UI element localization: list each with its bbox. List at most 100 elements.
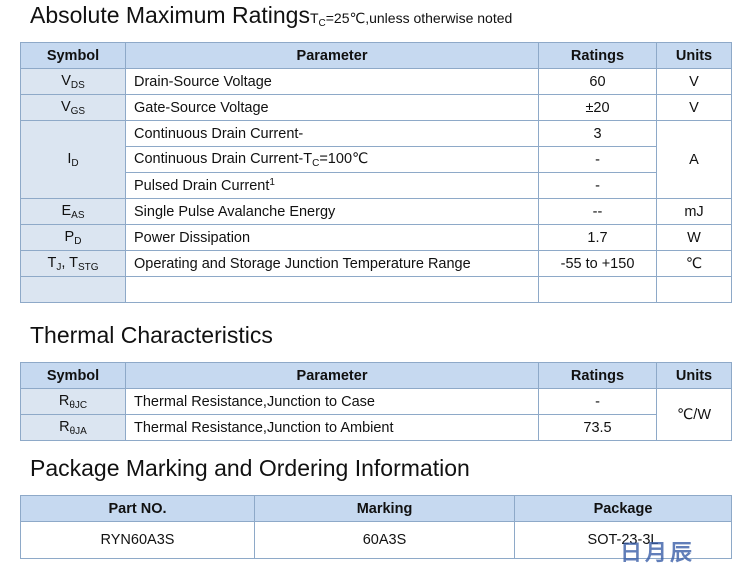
row: Pulsed Drain Current1 - — [21, 172, 732, 199]
parameter: Gate-Source Voltage — [125, 94, 539, 121]
rating: - — [538, 146, 657, 173]
symbol-main: I — [67, 150, 72, 167]
header-row: Symbol Parameter Ratings Units — [20, 42, 732, 69]
header-cell: Symbol — [20, 362, 126, 389]
empty-cell — [20, 276, 126, 303]
rating: - — [538, 388, 657, 415]
parameter: Single Pulse Avalanche Energy — [125, 198, 539, 225]
symbol-main: V — [61, 72, 71, 89]
unit: V — [656, 94, 732, 121]
symbol-main: T — [47, 254, 57, 271]
watermark: 日月辰 — [620, 540, 696, 565]
row: RθJC Thermal Resistance,Junction to Case… — [20, 388, 732, 441]
parameter-text: Pulsed Drain Current — [134, 178, 270, 194]
package-table: Part NO. Marking Package RYN60A3S 60A3S … — [20, 495, 732, 559]
rating: 73.5 — [538, 414, 657, 441]
symbol: RθJA — [20, 414, 126, 441]
parameter: Operating and Storage Junction Temperatu… — [125, 250, 539, 277]
empty-cell — [538, 276, 657, 303]
parameter: Power Dissipation — [125, 224, 539, 251]
symbol-sub: D — [74, 235, 82, 247]
unit: V — [656, 68, 732, 95]
marking: 60A3S — [254, 521, 515, 559]
symbol-sub: GS — [70, 105, 86, 117]
parameter: Pulsed Drain Current1 — [125, 172, 539, 199]
rating: -55 to +150 — [538, 250, 657, 277]
header-cell: Marking — [254, 495, 515, 522]
rating: - — [538, 172, 657, 199]
header-cell: Package — [514, 495, 732, 522]
header-cell: Parameter — [125, 362, 539, 389]
rating: 60 — [538, 68, 657, 95]
symbol: RθJC — [20, 388, 126, 415]
unit: ℃ — [656, 250, 732, 277]
symbol: VDS — [20, 68, 126, 95]
header-cell: Units — [656, 42, 732, 69]
symbol: TJ, TSTG — [20, 250, 126, 277]
condition-text: T — [309, 10, 319, 26]
parameter-sub: C — [312, 157, 320, 169]
symbol: VGS — [20, 94, 126, 121]
symbol-sub: DS — [70, 79, 85, 91]
symbol-sub: θJC — [69, 399, 88, 411]
unit: ℃/W — [656, 388, 732, 441]
symbol-sub: J — [56, 261, 62, 273]
row: RYN60A3S 60A3S SOT-23-3L — [20, 521, 732, 559]
parameter: Continuous Drain Current-TC=100℃ — [125, 146, 539, 173]
unit: W — [656, 224, 732, 251]
rating: -- — [538, 198, 657, 225]
symbol-sub: D — [71, 157, 79, 169]
unit: mJ — [656, 198, 732, 225]
row: PD Power Dissipation 1.7 W — [20, 224, 732, 251]
row: RθJA Thermal Resistance,Junction to Ambi… — [20, 414, 732, 441]
parameter: Continuous Drain Current- — [125, 120, 539, 147]
part-number: RYN60A3S — [20, 521, 255, 559]
parameter: Thermal Resistance,Junction to Case — [125, 388, 539, 415]
header-cell: Symbol — [20, 42, 126, 69]
parameter: Thermal Resistance,Junction to Ambient — [125, 414, 539, 441]
symbol-main: R — [58, 392, 70, 409]
unit: A — [656, 120, 732, 199]
parameter: Drain-Source Voltage — [125, 68, 539, 95]
symbol-sub: θJA — [69, 425, 87, 437]
row: VDS Drain-Source Voltage 60 V — [20, 68, 732, 95]
rating: ±20 — [538, 94, 657, 121]
row: EAS Single Pulse Avalanche Energy -- mJ — [20, 198, 732, 225]
symbol-sub: STG — [77, 261, 99, 273]
empty-cell — [125, 276, 539, 303]
header-cell: Units — [656, 362, 732, 389]
row: VGS Gate-Source Voltage ±20 V — [20, 94, 732, 121]
symbol-main: , T — [61, 254, 78, 271]
header-cell: Ratings — [538, 362, 657, 389]
rating: 1.7 — [538, 224, 657, 251]
symbol-sub: AS — [71, 209, 85, 221]
header-cell: Ratings — [538, 42, 657, 69]
header-row: Symbol Parameter Ratings Units — [20, 362, 732, 389]
footnote-mark: 1 — [269, 177, 275, 188]
header-row: Part NO. Marking Package — [20, 495, 732, 522]
ratings-table: Symbol Parameter Ratings Units VDS Drain… — [20, 42, 732, 303]
symbol: EAS — [20, 198, 126, 225]
parameter-text: =100℃ — [319, 150, 369, 167]
row: Continuous Drain Current-TC=100℃ - — [21, 146, 732, 173]
symbol: PD — [20, 224, 126, 251]
section-title: Thermal Characteristics — [30, 322, 273, 348]
empty-row — [20, 276, 732, 303]
row: ID Continuous Drain Current- 3 A — [20, 120, 732, 199]
condition: TC=25℃,unless otherwise noted — [309, 10, 513, 29]
header-cell: Parameter — [125, 42, 539, 69]
section-title: Absolute Maximum RatingsTC=25℃,unless ot… — [30, 2, 512, 29]
condition-text: =25℃,unless otherwise noted — [325, 10, 513, 26]
symbol-main: R — [59, 418, 70, 435]
package: SOT-23-3L — [514, 521, 732, 559]
row: TJ, TSTG Operating and Storage Junction … — [20, 250, 732, 277]
header-cell: Part NO. — [20, 495, 255, 522]
symbol-main: E — [61, 202, 72, 219]
symbol-main: P — [64, 228, 75, 245]
title-text: Absolute Maximum Ratings — [30, 2, 310, 28]
thermal-table: Symbol Parameter Ratings Units RθJC Ther… — [20, 362, 732, 441]
parameter-text: Continuous Drain Current-T — [134, 150, 313, 167]
condition-sub: C — [318, 18, 326, 29]
symbol: ID — [20, 120, 126, 199]
